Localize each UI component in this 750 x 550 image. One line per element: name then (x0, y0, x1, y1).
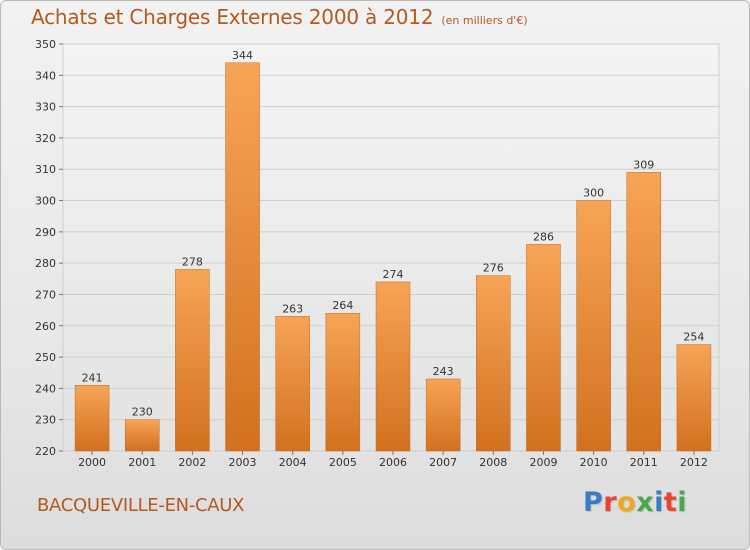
bar-value-label: 264 (332, 299, 353, 312)
bar-2007[interactable] (425, 378, 461, 452)
x-tick-label: 2010 (580, 456, 608, 469)
x-tick-label: 2011 (630, 456, 658, 469)
logo-letter: r (603, 487, 618, 518)
x-tick-label: 2005 (329, 456, 357, 469)
y-tick-label: 220 (35, 445, 56, 458)
x-tick-label: 2006 (379, 456, 407, 469)
x-tick-label: 2003 (229, 456, 257, 469)
y-tick-label: 240 (35, 382, 56, 395)
x-tick-label: 2002 (178, 456, 206, 469)
y-tick-label: 230 (35, 414, 56, 427)
bar-value-label: 286 (533, 230, 554, 243)
bar-value-label: 243 (433, 365, 454, 378)
x-tick-label: 2004 (279, 456, 307, 469)
x-tick-label: 2007 (429, 456, 457, 469)
y-tick-label: 310 (35, 163, 56, 176)
bar-value-label: 300 (583, 187, 604, 200)
chart-unit: (en milliers d'€) (441, 14, 528, 27)
y-tick-label: 250 (35, 351, 56, 364)
bar-2011[interactable] (626, 172, 662, 452)
commune-name: BACQUEVILLE-EN-CAUX (37, 495, 245, 516)
y-tick-label: 330 (35, 101, 56, 114)
y-tick-label: 350 (35, 38, 56, 51)
bar-value-label: 263 (282, 302, 303, 315)
bar-2012[interactable] (676, 344, 712, 452)
proxiti-logo[interactable]: Proxiti (583, 487, 687, 518)
bar-2000[interactable] (74, 385, 110, 452)
bar-2003[interactable] (225, 62, 260, 452)
x-tick-label: 2012 (680, 456, 708, 469)
x-tick-label: 2009 (529, 456, 557, 469)
bar-2008[interactable] (476, 275, 511, 452)
logo-letter: t (663, 487, 678, 518)
y-tick-label: 290 (35, 226, 56, 239)
chart-title-text: Achats et Charges Externes 2000 à 2012 (31, 5, 434, 29)
y-tick-label: 300 (35, 195, 56, 208)
bar-value-label: 254 (683, 331, 704, 344)
y-tick-label: 270 (35, 288, 56, 301)
y-tick-label: 280 (35, 257, 56, 270)
bar-2010[interactable] (576, 200, 611, 452)
bar-2001[interactable] (124, 419, 160, 452)
logo-letter: i (677, 487, 688, 518)
bar-2006[interactable] (375, 281, 411, 452)
bar-2009[interactable] (526, 244, 561, 452)
logo-letter: P (583, 487, 604, 518)
chart-title: Achats et Charges Externes 2000 à 2012 (e… (31, 5, 528, 29)
x-tick-label: 2001 (128, 456, 156, 469)
logo-letter: i (654, 487, 664, 518)
bar-value-label: 344 (232, 49, 253, 62)
bar-value-label: 274 (383, 268, 404, 281)
x-tick-label: 2000 (78, 456, 106, 469)
bar-value-label: 241 (82, 371, 103, 384)
bar-value-label: 230 (132, 406, 153, 419)
y-tick-label: 340 (35, 69, 56, 82)
bar-value-label: 276 (483, 262, 504, 275)
bar-2004[interactable] (275, 316, 310, 452)
y-tick-label: 260 (35, 320, 56, 333)
bar-2002[interactable] (175, 269, 210, 452)
logo-letter: x (636, 487, 655, 518)
y-tick-label: 320 (35, 132, 56, 145)
bar-value-label: 309 (633, 158, 654, 171)
bar-2005[interactable] (325, 312, 361, 452)
logo-letter: o (617, 487, 637, 518)
bar-value-label: 278 (182, 255, 203, 268)
x-tick-label: 2008 (479, 456, 507, 469)
